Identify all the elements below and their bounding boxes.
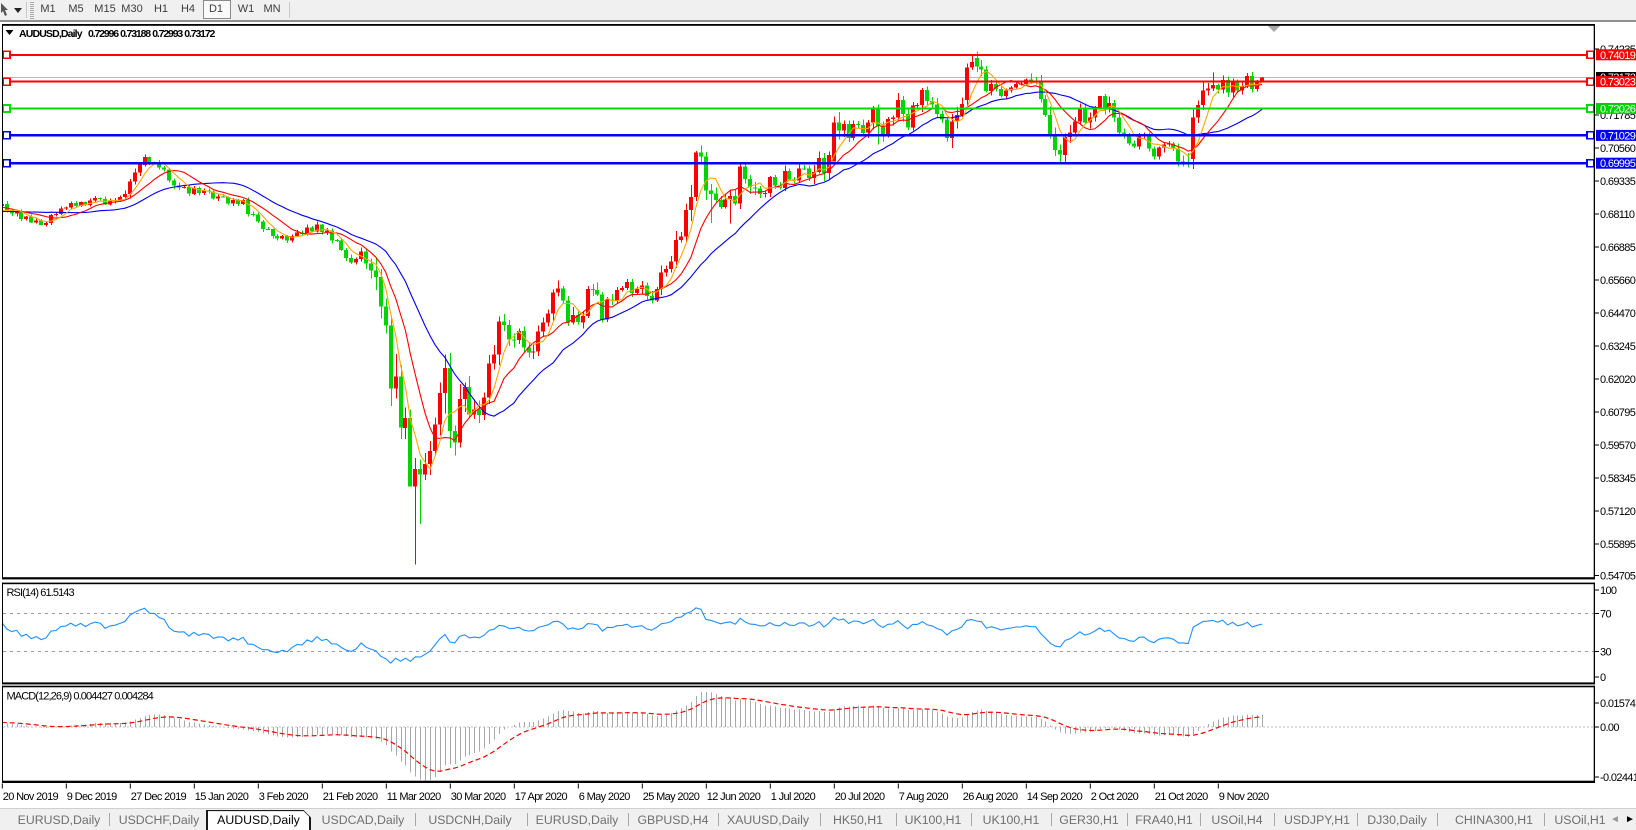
svg-text:0.63245: 0.63245	[1600, 341, 1636, 353]
svg-text:21 Feb 2020: 21 Feb 2020	[323, 791, 378, 803]
svg-text:0.68110: 0.68110	[1600, 209, 1635, 221]
svg-text:14 Sep 2020: 14 Sep 2020	[1027, 791, 1083, 803]
svg-text:27 Dec 2019: 27 Dec 2019	[131, 791, 187, 803]
svg-text:0.66885: 0.66885	[1600, 242, 1636, 254]
svg-text:0.64470: 0.64470	[1600, 308, 1636, 320]
svg-text:RSI(14) 61.5143: RSI(14) 61.5143	[7, 587, 75, 599]
svg-text:6 May 2020: 6 May 2020	[579, 791, 631, 803]
svg-text:0.54705: 0.54705	[1600, 571, 1636, 583]
svg-text:0.73172: 0.73172	[184, 28, 215, 40]
svg-text:2 Oct 2020: 2 Oct 2020	[1091, 791, 1139, 803]
svg-text:70: 70	[1600, 609, 1611, 621]
svg-text:0.59570: 0.59570	[1600, 440, 1636, 452]
svg-text:0.62020: 0.62020	[1600, 374, 1636, 386]
svg-text:25 May 2020: 25 May 2020	[643, 791, 700, 803]
svg-text:1 Jul 2020: 1 Jul 2020	[771, 791, 816, 803]
svg-text:0.74019: 0.74019	[1600, 50, 1636, 62]
svg-text:12 Jun 2020: 12 Jun 2020	[707, 791, 761, 803]
svg-text:0.72996: 0.72996	[88, 28, 119, 40]
svg-text:7 Aug 2020: 7 Aug 2020	[899, 791, 949, 803]
svg-text:100: 100	[1600, 585, 1617, 597]
svg-text:9 Dec 2019: 9 Dec 2019	[67, 791, 117, 803]
svg-text:0.73188: 0.73188	[120, 28, 151, 40]
svg-text:0.015741: 0.015741	[1600, 698, 1636, 710]
svg-text:0.60795: 0.60795	[1600, 407, 1636, 419]
svg-text:20 Jul 2020: 20 Jul 2020	[835, 791, 885, 803]
svg-text:0.71029: 0.71029	[1600, 130, 1636, 142]
svg-text:0.70560: 0.70560	[1600, 143, 1636, 155]
svg-text:0.57120: 0.57120	[1600, 506, 1636, 518]
svg-text:30 Mar 2020: 30 Mar 2020	[451, 791, 506, 803]
svg-text:9 Nov 2020: 9 Nov 2020	[1219, 791, 1269, 803]
svg-text:0.73023: 0.73023	[1600, 77, 1636, 89]
svg-text:0.65660: 0.65660	[1600, 275, 1636, 287]
svg-text:26 Aug 2020: 26 Aug 2020	[963, 791, 1018, 803]
svg-text:0.69335: 0.69335	[1600, 176, 1636, 188]
svg-text:11 Mar 2020: 11 Mar 2020	[387, 791, 441, 803]
svg-text:30: 30	[1600, 647, 1611, 659]
svg-text:0.00: 0.00	[1600, 722, 1619, 734]
svg-text:0.69995: 0.69995	[1600, 158, 1636, 170]
svg-text:0: 0	[1600, 672, 1606, 684]
svg-text:MACD(12,26,9) 0.004427 0.00428: MACD(12,26,9) 0.004427 0.004284	[7, 691, 154, 703]
svg-text:20 Nov 2019: 20 Nov 2019	[3, 791, 59, 803]
svg-text:0.55895: 0.55895	[1600, 539, 1636, 551]
svg-text:0.58345: 0.58345	[1600, 473, 1636, 485]
svg-text:0.72026: 0.72026	[1600, 104, 1636, 116]
svg-text:15 Jan 2020: 15 Jan 2020	[195, 791, 249, 803]
svg-text:0.72993: 0.72993	[152, 28, 183, 40]
svg-text:17 Apr 2020: 17 Apr 2020	[515, 791, 568, 803]
svg-text:3 Feb 2020: 3 Feb 2020	[259, 791, 309, 803]
svg-text:AUDUSD,Daily: AUDUSD,Daily	[19, 28, 83, 40]
svg-text:21 Oct 2020: 21 Oct 2020	[1155, 791, 1208, 803]
